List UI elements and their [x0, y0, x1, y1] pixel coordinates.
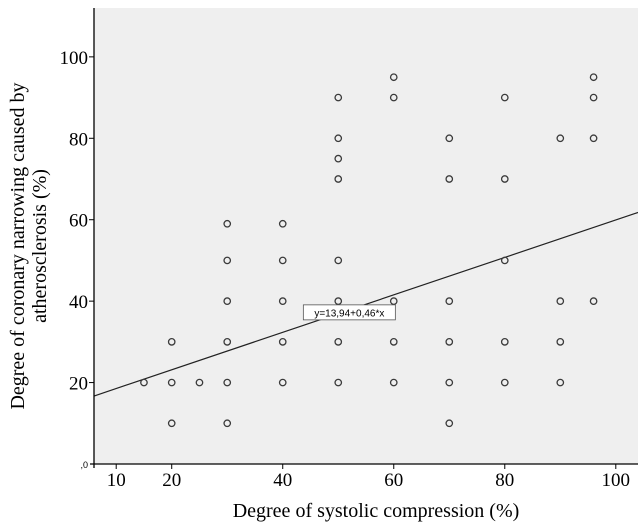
- data-point: [389, 73, 398, 82]
- x-axis-title: Degree of systolic compression (%): [233, 500, 520, 522]
- data-point: [167, 338, 176, 346]
- fit-line-layer: [93, 211, 638, 397]
- y-axis-title-line-1: Degree of coronary narrowing caused by: [7, 82, 29, 409]
- data-point: [445, 338, 454, 346]
- x-tick-label: 20: [162, 470, 181, 491]
- data-point: [445, 134, 454, 143]
- data-point: [589, 73, 598, 82]
- data-point: [223, 219, 232, 228]
- data-point: [334, 93, 343, 102]
- data-point: [500, 93, 509, 102]
- data-point: [223, 297, 232, 305]
- x-tick-label: 40: [273, 470, 292, 491]
- data-point: [556, 297, 565, 305]
- data-point: [389, 297, 398, 305]
- data-point: [445, 419, 454, 428]
- x-tick-label: 60: [384, 470, 403, 491]
- data-point: [556, 338, 565, 346]
- data-point: [278, 297, 287, 305]
- data-point: [167, 419, 176, 428]
- data-point: [589, 297, 598, 305]
- data-point: [334, 175, 343, 183]
- data-point: [334, 378, 343, 387]
- equation-label: y=13,94+0,46*x: [314, 308, 384, 319]
- data-point: [334, 297, 343, 305]
- equation-label-group: y=13,94+0,46*x: [302, 304, 396, 321]
- y-tick-label: 80: [69, 129, 88, 150]
- data-point: [445, 175, 454, 183]
- fit-line: [93, 211, 638, 397]
- y-tick-label: 60: [69, 211, 88, 232]
- data-point: [500, 338, 509, 346]
- data-point: [389, 378, 398, 387]
- plot-area: [94, 8, 638, 464]
- data-point: [334, 338, 343, 346]
- x-tick-label: 10: [107, 470, 126, 491]
- data-point: [589, 93, 598, 102]
- data-point: [140, 378, 148, 387]
- data-point: [556, 134, 565, 143]
- data-point: [278, 219, 287, 228]
- data-point: [278, 338, 287, 346]
- data-point: [223, 378, 232, 387]
- data-point: [500, 378, 509, 387]
- y-axis-title-line-2: atherosclerosis (%): [29, 169, 51, 323]
- y-tick-label: 20: [69, 374, 88, 395]
- data-point: [334, 154, 343, 163]
- data-point: [195, 378, 204, 387]
- data-point: [167, 378, 176, 387]
- data-point: [500, 256, 509, 265]
- data-point: [389, 338, 398, 346]
- data-point: [278, 378, 287, 387]
- data-point: [445, 378, 454, 387]
- equation-box: [302, 304, 396, 321]
- data-point: [500, 175, 509, 183]
- x-tick-label: 100: [602, 470, 631, 491]
- data-point: [556, 378, 565, 387]
- data-point: [278, 256, 287, 265]
- data-point: [223, 338, 232, 346]
- data-point: [223, 419, 232, 428]
- data-point: [445, 297, 454, 305]
- points-layer: [140, 73, 598, 428]
- x-tick-label: 80: [495, 470, 514, 491]
- tick-layer: 10 20 40 60 80 100 20 40 60 80 100: [60, 48, 631, 491]
- data-point: [334, 256, 343, 265]
- data-point: [334, 134, 343, 143]
- data-point: [389, 93, 398, 102]
- y-tick-label: 40: [69, 292, 88, 313]
- data-point: [223, 256, 232, 265]
- y-origin-label: ,0: [80, 460, 88, 470]
- y-tick-label: 100: [60, 48, 89, 69]
- data-point: [589, 134, 598, 143]
